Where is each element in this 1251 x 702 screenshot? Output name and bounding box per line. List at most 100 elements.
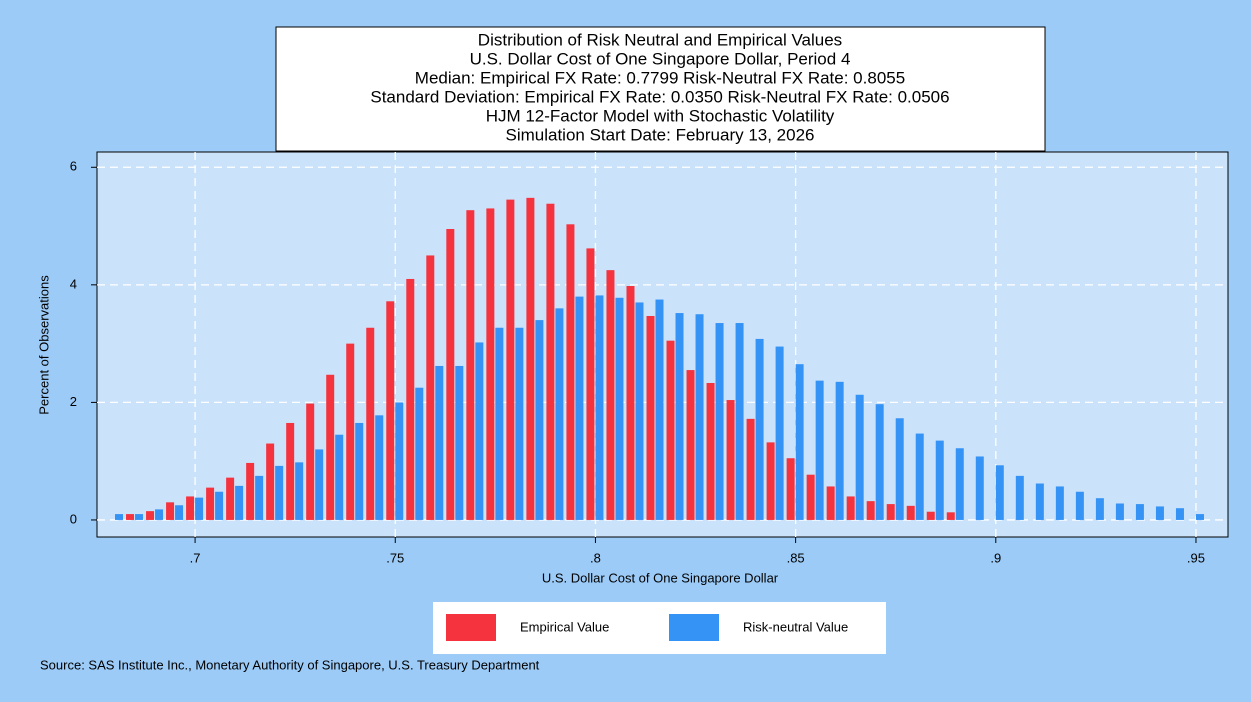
bar: [335, 434, 344, 520]
bar: [846, 496, 855, 520]
y-tick-label: 0: [70, 511, 77, 526]
bar: [366, 327, 375, 520]
bar: [386, 301, 395, 520]
bar: [746, 418, 755, 520]
bar: [926, 511, 935, 520]
bar: [455, 365, 464, 520]
bar: [175, 505, 184, 520]
bar: [1075, 491, 1084, 520]
bar: [355, 422, 364, 520]
chart-title: Distribution of Risk Neutral and Empiric…: [478, 30, 842, 49]
title-box: [275, 26, 1046, 152]
bar: [675, 313, 684, 520]
bar: [955, 448, 964, 520]
bar: [246, 462, 255, 520]
bar: [475, 342, 484, 520]
bar: [395, 402, 404, 520]
bar: [486, 208, 495, 520]
bar: [146, 511, 155, 520]
x-axis-label: U.S. Dollar Cost of One Singapore Dollar: [542, 570, 779, 585]
bar: [1035, 483, 1044, 520]
x-tick-label: .7: [190, 550, 201, 565]
bar: [115, 514, 124, 520]
bar: [975, 456, 984, 520]
bar: [646, 315, 655, 520]
bar: [206, 487, 215, 520]
legend-swatch: [446, 614, 496, 641]
bar: [935, 440, 944, 520]
bar: [1195, 514, 1204, 520]
bar: [766, 442, 775, 520]
bar: [826, 486, 835, 520]
bar: [435, 365, 444, 520]
bar: [706, 383, 715, 520]
chart-subtitle: HJM 12-Factor Model with Stochastic Vola…: [486, 106, 835, 125]
y-axis-label: Percent of Observations: [36, 275, 51, 415]
bar: [535, 320, 544, 520]
bar: [775, 346, 784, 520]
bar: [575, 296, 584, 520]
bar: [795, 364, 804, 520]
bar: [806, 474, 815, 520]
bar: [226, 477, 235, 520]
bar: [135, 514, 144, 520]
y-tick-label: 2: [70, 394, 77, 409]
chart-subtitle: Simulation Start Date: February 13, 2026: [506, 125, 815, 144]
chart-subtitle: Median: Empirical FX Rate: 0.7799 Risk-N…: [415, 68, 905, 87]
bar: [1175, 508, 1184, 520]
bar: [495, 327, 504, 520]
bar: [906, 505, 915, 520]
x-tick-label: .85: [787, 550, 805, 565]
bar: [155, 509, 164, 520]
bar: [635, 302, 644, 520]
bar: [546, 203, 555, 520]
bar: [686, 370, 695, 520]
bar: [466, 210, 475, 520]
bar: [506, 199, 515, 520]
bar: [215, 491, 224, 520]
y-tick-label: 4: [70, 276, 77, 291]
bar: [515, 327, 524, 520]
bar: [295, 462, 304, 520]
chart-subtitle: U.S. Dollar Cost of One Singapore Dollar…: [470, 49, 851, 68]
bar: [415, 387, 424, 520]
bar: [946, 512, 955, 520]
bar: [426, 255, 435, 520]
bar: [166, 502, 175, 520]
legend-swatch: [669, 614, 719, 641]
bar: [586, 248, 595, 520]
bar: [555, 308, 564, 520]
bar: [886, 504, 895, 520]
bar: [375, 415, 384, 520]
x-tick-label: .95: [1187, 550, 1205, 565]
bar: [1115, 503, 1124, 520]
bar: [895, 418, 904, 520]
bar: [735, 323, 744, 520]
bar: [566, 224, 575, 520]
bar: [606, 270, 615, 520]
bar: [995, 465, 1004, 520]
bar: [915, 433, 924, 520]
bar: [726, 400, 735, 520]
bar: [615, 297, 624, 520]
x-tick-label: .9: [990, 550, 1001, 565]
bar: [126, 514, 135, 520]
bar: [855, 394, 864, 520]
bar: [786, 458, 795, 520]
bar: [666, 340, 675, 520]
legend: [433, 602, 886, 654]
x-tick-label: .75: [386, 550, 404, 565]
bar: [755, 338, 764, 520]
bar: [815, 380, 824, 520]
bar: [1055, 486, 1064, 520]
y-tick-label: 6: [70, 159, 77, 174]
bar: [346, 343, 355, 520]
bar: [1135, 504, 1144, 520]
bar: [306, 403, 315, 520]
bar: [1095, 498, 1104, 520]
bar: [866, 501, 875, 520]
bar: [1155, 506, 1164, 520]
bar: [715, 323, 724, 520]
bar: [1015, 475, 1024, 520]
chart-subtitle: Standard Deviation: Empirical FX Rate: 0…: [370, 87, 949, 106]
